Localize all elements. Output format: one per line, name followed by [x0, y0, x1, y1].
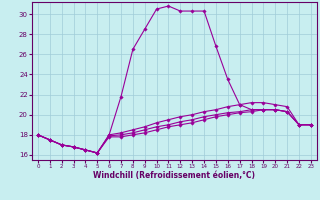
X-axis label: Windchill (Refroidissement éolien,°C): Windchill (Refroidissement éolien,°C)	[93, 171, 255, 180]
